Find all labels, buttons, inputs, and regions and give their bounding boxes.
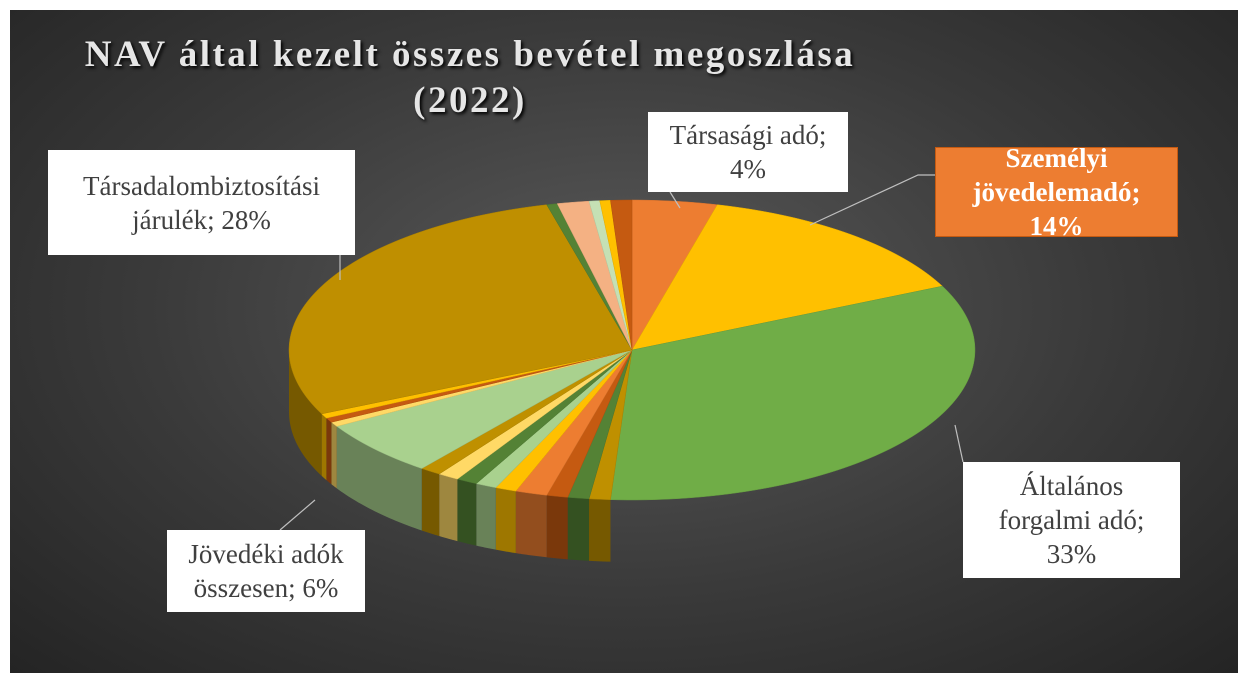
slice-side xyxy=(457,479,477,546)
slice-side xyxy=(546,495,568,560)
leader-line xyxy=(954,424,964,463)
data-label: Személyi jövedelemadó; 14% xyxy=(935,143,1178,241)
slice xyxy=(631,199,718,351)
slice-side xyxy=(476,483,496,550)
slice-side xyxy=(567,497,590,561)
data-label: Társasági adó; 4% xyxy=(648,112,848,192)
leader-line xyxy=(279,499,316,531)
chart-title: NAV által kezelt összes bevétel megoszlá… xyxy=(84,34,856,121)
leader-line xyxy=(809,174,935,226)
slice-side xyxy=(515,491,547,558)
slice-side xyxy=(289,350,322,476)
slice-side xyxy=(439,474,458,542)
slice-side xyxy=(589,498,611,562)
pie-chart xyxy=(279,174,976,562)
data-label: Jövedéki adók összesen; 6% xyxy=(167,530,365,612)
slice-side xyxy=(336,426,422,531)
slice-side xyxy=(326,418,332,485)
leader-line xyxy=(669,191,681,209)
slice-side xyxy=(421,468,440,537)
slice-side xyxy=(495,487,516,554)
slice xyxy=(288,204,633,415)
chart-area: NAV által kezelt összes bevétel megoszlá… xyxy=(10,10,1238,673)
data-label: Általános forgalmi adó; 33% xyxy=(963,462,1180,578)
slice xyxy=(610,199,633,351)
pie-sides xyxy=(289,350,611,562)
slice xyxy=(610,285,976,501)
slice xyxy=(631,204,943,351)
data-label: Társadalombiztosítási járulék; 28% xyxy=(48,150,355,255)
slice-side xyxy=(331,422,337,489)
slice xyxy=(336,349,633,469)
pie-tops xyxy=(288,199,976,501)
slice-side xyxy=(321,413,327,481)
